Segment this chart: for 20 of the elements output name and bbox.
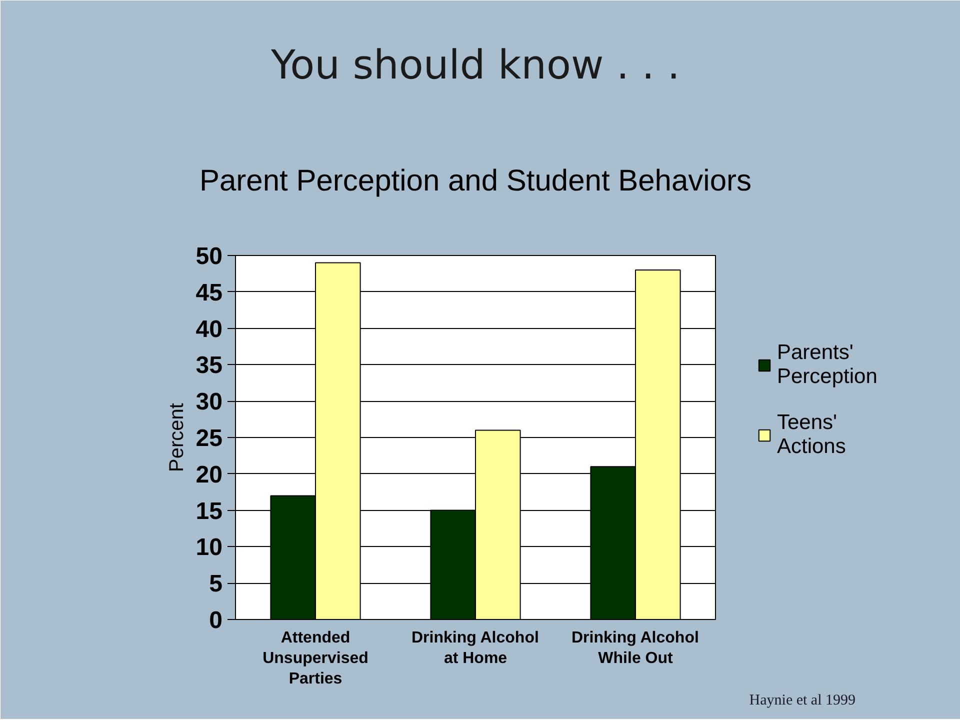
y-tick-label: 10 [196, 534, 223, 562]
text: Haynie et al 1999 [749, 692, 856, 708]
y-tick-label: 50 [196, 243, 223, 270]
legend-label: Parents' Perception [777, 341, 878, 389]
y-axis-title: Percent [166, 402, 188, 472]
y-tick-label: 0 [209, 607, 223, 634]
chart-title: You should know . . . [270, 42, 680, 88]
y-tick-label: 20 [196, 461, 223, 488]
y-tick-label: 45 [196, 279, 223, 306]
x-tick-label: Drinking Alcohol at Home [412, 630, 539, 667]
y-tick-label: 25 [196, 425, 223, 452]
y-tick-label: 35 [196, 352, 223, 380]
x-tick-label: Drinking Alcohol While Out [572, 630, 699, 667]
y-tick-label: 30 [196, 388, 223, 416]
y-tick-label: 5 [209, 570, 223, 598]
y-tick-label: 40 [196, 316, 223, 343]
y-tick-label: 15 [196, 498, 223, 525]
chart-subtitle: Parent Perception and Student Behaviors [199, 164, 752, 198]
legend-label: Teens' Actions [777, 411, 846, 459]
x-tick-label: Attended Unsupervised Parties [262, 630, 368, 688]
